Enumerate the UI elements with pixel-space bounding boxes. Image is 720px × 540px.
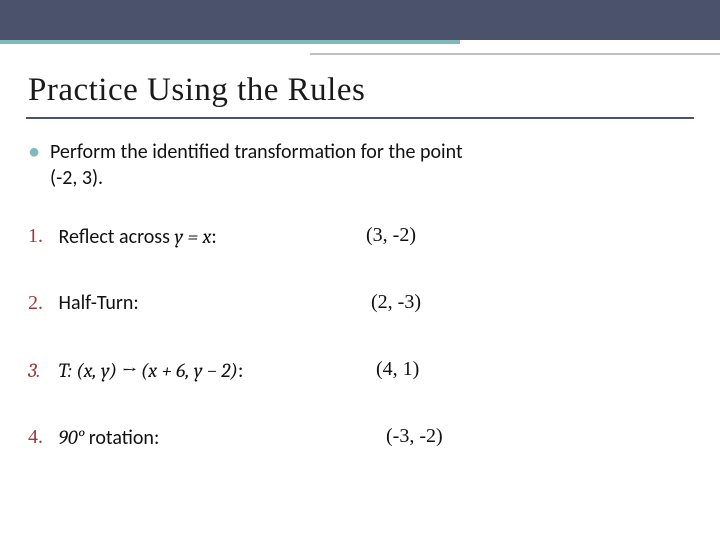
question-number: 4.: [28, 425, 54, 450]
teal-accent-line: [0, 40, 460, 44]
question-2: 2. Half-Turn:: [28, 291, 698, 316]
question-4: 4. 90° rotation:: [28, 425, 698, 451]
answer-2: (2, -3): [371, 291, 421, 314]
q4-math: 90°: [59, 426, 85, 449]
bullet-icon: ●: [28, 139, 40, 151]
intro-text: Perform the identified transformation fo…: [50, 139, 690, 191]
slide-container: Practice Using the Rules ● Perform the i…: [0, 0, 720, 540]
slide-title: Practice Using the Rules: [28, 72, 365, 109]
intro-line1: Perform the identified transformation fo…: [50, 140, 463, 164]
intro-line2: (-2, 3).: [50, 166, 103, 190]
q3-math: T: (x, y) → (x + 6, y − 2): [59, 359, 238, 382]
question-1: 1. Reflect across y = x:: [28, 224, 698, 250]
q1-suffix: :: [211, 225, 216, 249]
question-3: 3. T: (x, y) → (x + 6, y − 2):: [28, 358, 698, 384]
answer-4: (-3, -2): [386, 425, 443, 448]
q4-suffix: rotation:: [84, 426, 159, 450]
gray-accent-line: [310, 53, 720, 55]
question-number: 1.: [28, 224, 54, 249]
question-number: 2.: [28, 291, 54, 316]
question-body: Half-Turn:: [59, 291, 139, 316]
title-underline: [26, 117, 694, 119]
question-number: 3.: [28, 358, 54, 383]
q3-suffix: :: [238, 359, 243, 383]
top-bar: [0, 0, 720, 40]
answer-3: (4, 1): [376, 358, 419, 381]
question-body: T: (x, y) → (x + 6, y − 2):: [59, 358, 244, 384]
answer-1: (3, -2): [366, 224, 416, 247]
q2-prefix: Half-Turn:: [59, 291, 139, 315]
q1-math: y = x: [174, 225, 211, 248]
question-body: 90° rotation:: [59, 425, 160, 451]
q1-prefix: Reflect across: [59, 225, 175, 249]
question-body: Reflect across y = x:: [59, 224, 217, 250]
